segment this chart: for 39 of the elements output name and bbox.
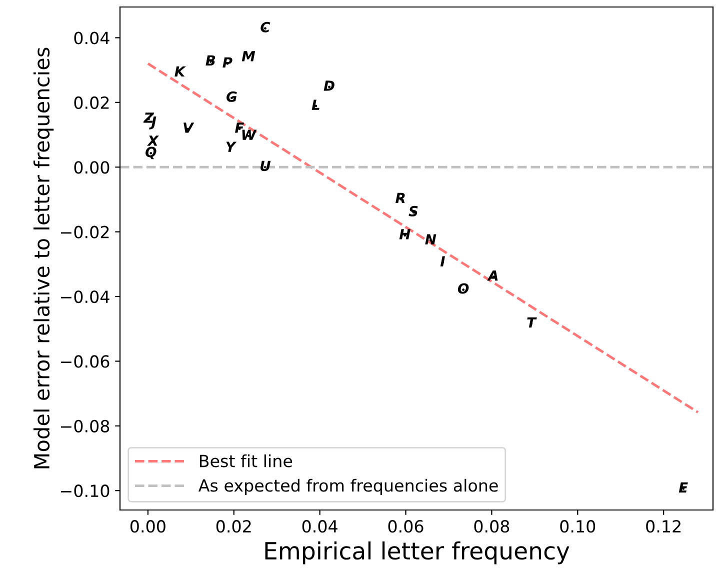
y-tick-label: −0.06 [60,355,110,368]
data-label: H [399,229,410,240]
data-label: L [312,100,320,110]
x-axis-title: Empirical letter frequency [265,541,570,564]
data-label: C [260,22,270,32]
data-label: R [396,192,405,203]
x-tick-label: 0.06 [388,520,424,533]
x-tick-label: 0.04 [302,520,338,533]
data-label: F [235,122,244,133]
data-label: Q [146,146,156,160]
data-label: B [206,55,216,66]
data-label: O [458,283,469,294]
y-tick-label: 0.04 [74,32,110,44]
x-tick-label: 0.02 [216,520,251,533]
y-tick-label: −0.02 [60,226,109,238]
data-label: P [222,57,232,68]
x-tick-label: 0.12 [646,520,680,533]
data-label: G [226,91,237,102]
data-label: U [260,160,271,172]
data-label: D [324,80,334,91]
data-label: S [408,206,418,216]
data-label: K [174,66,186,76]
y-tick-label: −0.08 [60,420,110,432]
data-label: V [184,122,194,133]
y-tick-label: −0.04 [60,290,110,304]
data-label: A [487,270,498,281]
y-tick-label: 0.02 [74,96,109,109]
legend-label: Best fit line [200,454,292,468]
x-tick-label: 0.00 [130,520,166,533]
x-tick-label: 0.10 [560,520,596,533]
data-label: M [242,51,256,62]
x-tick-label: 0.08 [474,520,510,533]
y-tick-label: 0.00 [74,161,110,174]
legend-label: As expected from frequencies alone [198,478,498,495]
y-axis-title: Model error relative to letter frequencies [33,48,54,468]
data-label: W [242,130,257,140]
data-label: E [678,482,688,492]
y-tick-label: −0.10 [60,484,110,498]
data-label: N [425,234,436,244]
